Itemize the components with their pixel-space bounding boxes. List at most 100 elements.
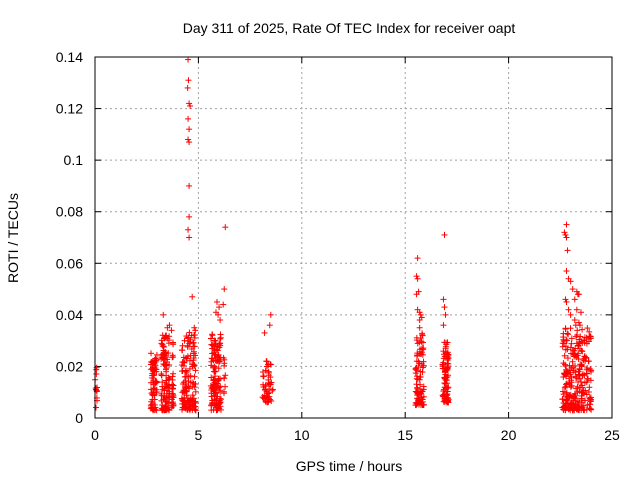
data-point [214,298,221,305]
data-point [440,391,447,398]
data-point [580,371,587,378]
data-point [221,362,228,369]
data-point [564,330,571,337]
data-point [444,399,451,406]
data-point [575,406,582,413]
data-point [164,335,171,342]
data-point [208,401,215,408]
data-point [567,311,574,318]
data-point [169,385,176,392]
data-point [220,301,227,308]
data-point [415,362,422,369]
data-point [588,367,595,374]
data-point [153,389,160,396]
data-point [440,296,447,303]
data-point [211,387,218,394]
data-point [413,291,420,298]
data-point [265,393,272,400]
data-point [220,354,227,361]
data-point [169,376,176,383]
data-point [416,376,423,383]
data-point [267,311,274,318]
data-point [186,126,193,133]
data-point [208,335,215,342]
data-point [185,226,192,233]
data-point [562,363,569,370]
data-point [217,395,224,402]
data-point [586,328,593,335]
data-point [178,395,185,402]
data-point [215,365,222,372]
data-point [585,375,592,382]
data-point [565,306,572,313]
data-point [414,275,421,282]
data-point [211,392,218,399]
data-point [149,400,156,407]
data-point [572,401,579,408]
data-point [570,397,577,404]
data-point [184,335,191,342]
data-point [151,385,158,392]
data-point [442,311,449,318]
data-point [585,358,592,365]
data-point [567,402,574,409]
data-point [564,247,571,254]
data-point [179,359,186,366]
data-point [577,309,584,316]
data-point [587,335,594,342]
data-point [222,224,229,231]
y-tick-label: 0 [75,410,83,426]
data-point [584,325,591,332]
data-point [191,324,198,331]
data-point [189,293,196,300]
y-tick-label: 0.06 [56,255,83,271]
data-point [185,115,192,122]
data-point [166,375,173,382]
data-point [210,381,217,388]
data-point [208,362,215,369]
data-point [414,352,421,359]
data-point [584,364,591,371]
data-point [580,357,587,364]
data-point [567,278,574,285]
data-point [222,383,229,390]
data-point [152,378,159,385]
data-point [267,374,274,381]
data-point [160,347,167,354]
data-point [178,368,185,375]
data-point [565,406,572,413]
data-point [150,360,157,367]
data-point [560,407,567,414]
data-point [208,390,215,397]
data-point [578,392,585,399]
data-point [183,387,190,394]
data-point [563,366,570,373]
data-point [563,380,570,387]
data-point [185,56,192,63]
data-point [573,306,580,313]
y-tick-label: 0.04 [56,307,83,323]
data-point [215,376,222,383]
data-point [570,364,577,371]
data-point [583,334,590,341]
data-point [185,383,192,390]
data-point [192,367,199,374]
data-point [579,372,586,379]
axis-ticks: 0 5 10 15 20 25 0 0.02 0.04 0.06 0.08 0.1 0.12 0.14 [56,49,620,443]
data-point [576,340,583,347]
data-point [420,362,427,369]
data-point [186,405,193,412]
data-point [217,317,224,324]
data-point [574,389,581,396]
data-point [221,390,228,397]
data-point [190,355,197,362]
data-point [184,397,191,404]
data-point [587,366,594,373]
x-tick-label: 0 [91,427,99,443]
y-tick-label: 0.02 [56,358,83,374]
data-point [153,407,160,414]
data-point [190,348,197,355]
data-point [568,335,575,342]
data-point [440,322,447,329]
